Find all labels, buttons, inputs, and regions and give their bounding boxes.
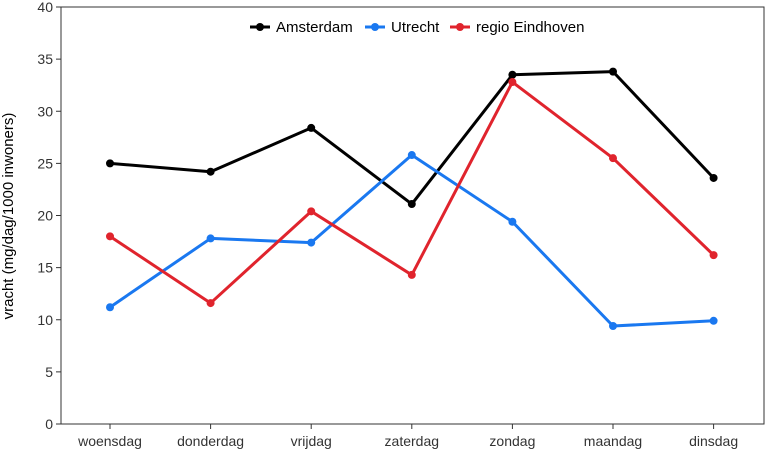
series-amsterdam <box>106 67 718 209</box>
series-layer <box>106 67 718 331</box>
y-tick-label: 40 <box>37 0 53 15</box>
data-point <box>609 322 617 331</box>
legend-swatch-dot <box>456 23 464 31</box>
y-axis: 0 5 10 15 20 25 30 35 40 <box>37 0 61 432</box>
series-line <box>109 80 715 305</box>
data-point <box>407 200 416 209</box>
series-line <box>109 70 715 206</box>
data-point <box>709 173 718 182</box>
y-tick-label: 15 <box>37 260 53 276</box>
data-point <box>609 154 617 163</box>
x-tick-label: vrijdag <box>291 433 332 449</box>
data-point <box>307 207 316 216</box>
y-tick-label: 0 <box>45 416 53 432</box>
data-point <box>206 299 215 308</box>
legend-item: Utrecht <box>365 19 440 36</box>
data-point <box>307 123 316 132</box>
legend: Amsterdam Utrecht regio Eindhoven <box>250 19 584 36</box>
y-tick-label: 25 <box>37 155 53 171</box>
x-axis: woensdag donderdag vrijdag zaterdag zondag ma… <box>77 424 738 449</box>
y-tick-label: 5 <box>45 364 53 380</box>
data-point <box>508 217 517 226</box>
x-tick-label: maandag <box>584 433 642 449</box>
series-regio-eindhoven <box>106 78 718 308</box>
data-point <box>407 151 416 160</box>
legend-label: regio Eindhoven <box>476 19 584 36</box>
data-point <box>709 251 718 260</box>
y-tick-label: 30 <box>37 103 53 119</box>
legend-item: regio Eindhoven <box>450 19 584 36</box>
plot-border <box>60 6 765 425</box>
legend-swatch-dot <box>371 23 379 31</box>
legend-item: Amsterdam <box>250 19 353 36</box>
data-point <box>709 316 718 325</box>
data-point <box>508 78 517 87</box>
x-tick-label: zaterdag <box>385 433 439 449</box>
legend-label: Utrecht <box>391 19 440 36</box>
x-tick-label: zondag <box>489 433 535 449</box>
data-point <box>106 303 114 312</box>
data-point <box>307 238 316 247</box>
data-point <box>508 70 517 79</box>
series-utrecht <box>106 151 718 331</box>
x-tick-label: dinsdag <box>689 433 738 449</box>
data-point <box>206 234 215 243</box>
data-point <box>106 232 114 241</box>
x-tick-label: woensdag <box>77 433 142 449</box>
x-tick-label: donderdag <box>177 433 244 449</box>
legend-swatch-dot <box>256 23 264 31</box>
data-point <box>206 167 215 176</box>
series-line <box>109 153 714 328</box>
y-tick-label: 35 <box>37 51 53 67</box>
legend-label: Amsterdam <box>276 19 353 36</box>
data-point <box>106 159 114 168</box>
data-point <box>609 67 617 76</box>
y-tick-label: 10 <box>37 312 53 328</box>
data-point <box>407 270 416 279</box>
y-tick-label: 20 <box>37 208 53 224</box>
plot-area <box>60 6 765 425</box>
y-axis-title: vracht (mg/dag/1000 inwoners) <box>0 113 17 320</box>
